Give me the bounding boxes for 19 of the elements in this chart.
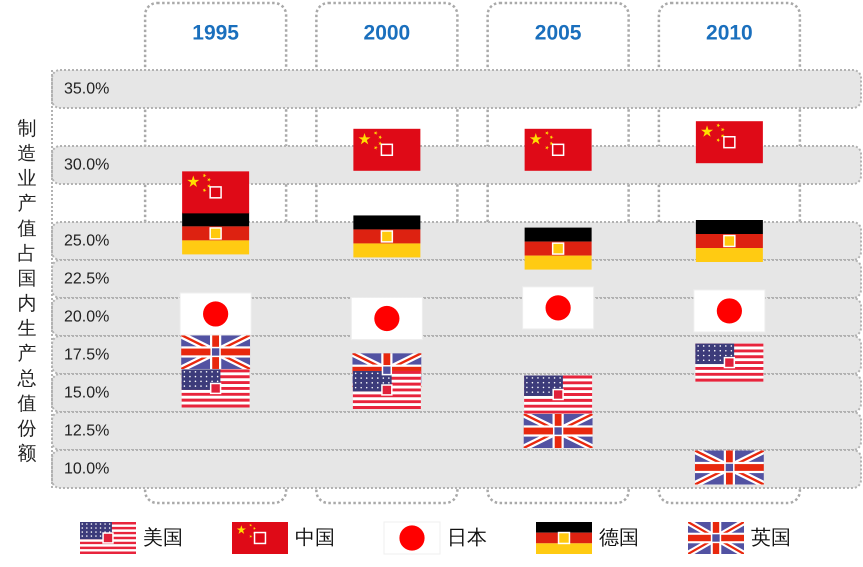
legend-label: 美国 [143,527,183,549]
y-tick-label: 22.5% [64,270,110,288]
legend-label: 中国 [295,527,335,549]
x-tick-label: 2005 [534,22,582,44]
y-tick-label: 15.0% [64,384,110,402]
legend-label: 日本 [447,527,487,549]
x-tick-label: 2010 [706,22,753,44]
y-tick-label: 12.5% [64,422,110,440]
x-tick-label: 2000 [364,22,410,44]
legend-label: 英国 [751,527,791,549]
y-tick-label: 10.0% [64,460,110,478]
legend-label: 德国 [599,527,639,549]
y-tick-label: 25.0% [64,232,110,250]
y-tick-label: 30.0% [64,156,110,174]
y-tick-label: 20.0% [64,308,110,326]
x-tick-label: 1995 [192,22,239,44]
y-tick-label: 35.0% [64,80,110,98]
y-tick-label: 17.5% [64,346,110,364]
y-axis-title: 制造业产值占国内生产总值份额 [18,118,36,464]
